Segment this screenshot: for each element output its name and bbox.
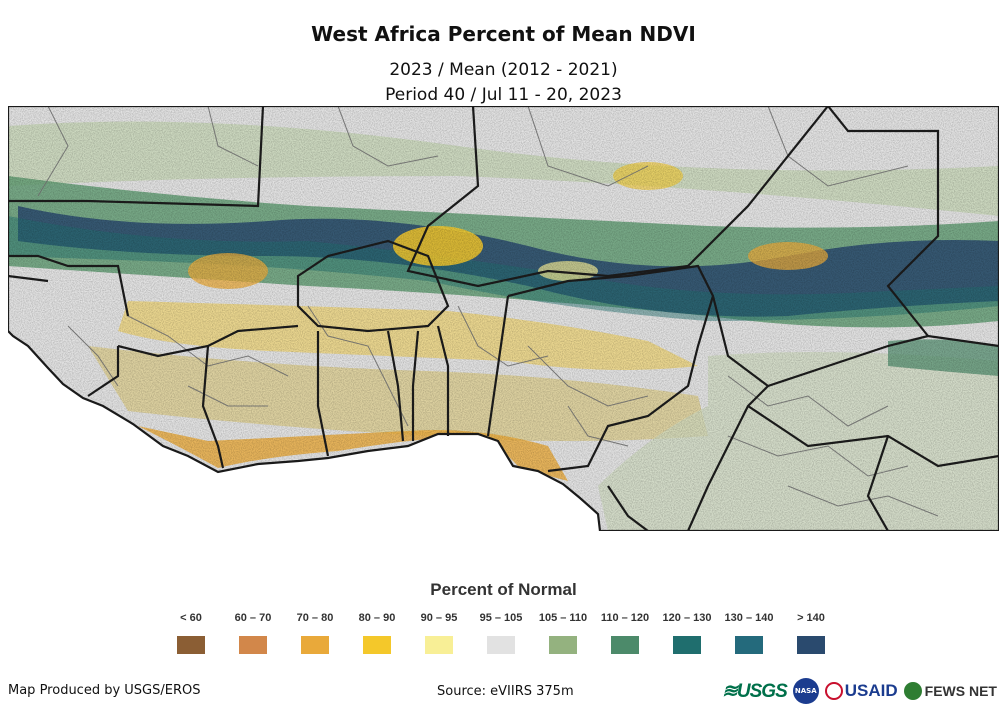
land-area [8, 106, 999, 531]
legend-swatch [363, 636, 391, 654]
legend-item: 90 – 95 [408, 612, 470, 654]
legend-item-label: < 60 [180, 612, 202, 624]
logo-strip: ≋USGS NASA USAID FEWS NET [722, 676, 997, 706]
legend-item: 105 – 110 [532, 612, 594, 654]
map-title: West Africa Percent of Mean NDVI [311, 22, 696, 46]
legend-swatch [239, 636, 267, 654]
legend-swatch [673, 636, 701, 654]
legend-item: 60 – 70 [222, 612, 284, 654]
legend-item-label: 60 – 70 [234, 612, 272, 624]
legend-swatch [301, 636, 329, 654]
map-subtitle-period-comparison: 2023 / Mean (2012 - 2021) [389, 60, 618, 80]
fews-net-logo-text: FEWS NET [924, 683, 997, 699]
legend-item: 95 – 105 [470, 612, 532, 654]
usaid-logo: USAID [824, 681, 898, 701]
globe-icon [903, 682, 922, 700]
legend-item: 70 – 80 [284, 612, 346, 654]
legend-item: 130 – 140 [718, 612, 780, 654]
legend-item-label: 90 – 95 [420, 612, 458, 624]
legend-swatch [549, 636, 577, 654]
legend-item: < 60 [160, 612, 222, 654]
fews-net-logo: FEWS NET [903, 682, 997, 700]
legend-item: > 140 [780, 612, 842, 654]
legend-swatch [487, 636, 515, 654]
source-text: Source: eVIIRS 375m [437, 684, 574, 699]
legend-item-label: > 140 [797, 612, 825, 624]
usaid-seal-icon [824, 682, 843, 700]
legend-item: 80 – 90 [346, 612, 408, 654]
legend: < 60 60 – 70 70 – 80 80 – 90 90 – 95 95 – 105… [160, 612, 850, 662]
map-subtitle-dekad: Period 40 / Jul 11 - 20, 2023 [385, 85, 622, 105]
nasa-logo: NASA [792, 678, 819, 704]
credit-text: Map Produced by USGS/EROS [8, 683, 201, 698]
ndvi-map [8, 106, 999, 531]
usaid-logo-text: USAID [844, 681, 898, 700]
legend-swatch [611, 636, 639, 654]
country-boundaries [8, 106, 999, 531]
legend-item-label: 80 – 90 [358, 612, 396, 624]
legend-swatch [425, 636, 453, 654]
legend-title: Percent of Normal [430, 580, 577, 599]
legend-swatch [177, 636, 205, 654]
legend-item-label: 70 – 80 [296, 612, 334, 624]
legend-swatch [735, 636, 763, 654]
legend-swatch [797, 636, 825, 654]
legend-item: 120 – 130 [656, 612, 718, 654]
legend-item-label: 105 – 110 [538, 612, 588, 624]
legend-item-label: 110 – 120 [600, 612, 650, 624]
legend-item: 110 – 120 [594, 612, 656, 654]
legend-item-label: 95 – 105 [479, 612, 523, 624]
usgs-logo: ≋USGS [721, 680, 788, 702]
legend-item-label: 120 – 130 [662, 612, 712, 624]
legend-item-label: 130 – 140 [724, 612, 774, 624]
